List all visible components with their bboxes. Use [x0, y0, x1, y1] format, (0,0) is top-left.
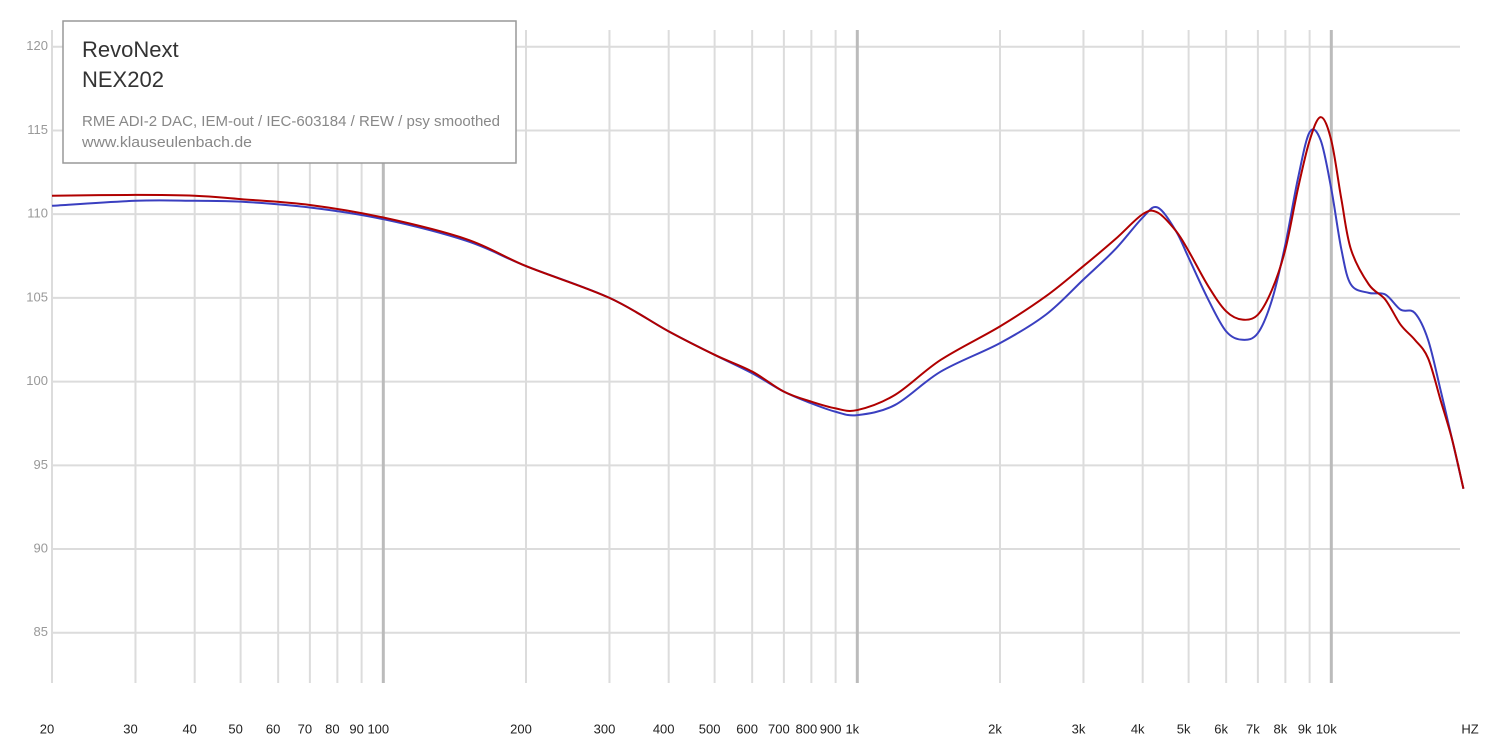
- x-tick-label: 90: [349, 721, 363, 736]
- x-tick-label: 40: [182, 721, 196, 736]
- x-tick-label: 50: [228, 721, 242, 736]
- x-tick-label: 700: [768, 721, 790, 736]
- lines: [51, 116, 1465, 489]
- x-tick-label: 100: [367, 721, 389, 736]
- fr-curve: [51, 116, 1465, 489]
- y-tick-label: 115: [27, 122, 48, 137]
- x-tick-label: 1k: [845, 721, 859, 736]
- y-tick-label: 85: [34, 624, 48, 639]
- subtitle: NEX202: [82, 67, 164, 92]
- x-tick-label: 3k: [1072, 721, 1086, 736]
- x-tick-label: 200: [510, 721, 532, 736]
- x-tick-label: 6k: [1214, 721, 1228, 736]
- y-tick-label: 120: [26, 38, 48, 53]
- y-tick-label: 100: [26, 373, 48, 388]
- x-tick-label: 900: [820, 721, 842, 736]
- x-tick-label: 20: [40, 721, 54, 736]
- y-tick-label: 90: [34, 540, 48, 555]
- x-tick-label: 500: [699, 721, 721, 736]
- legend-box: RevoNext NEX202 RME ADI-2 DAC, IEM-out /…: [62, 20, 517, 164]
- x-tick-label: 80: [325, 721, 339, 736]
- y-tick-label: 95: [34, 457, 48, 472]
- y-tick-label: 105: [26, 289, 48, 304]
- x-tick-label: 600: [736, 721, 758, 736]
- x-tick-label: 300: [594, 721, 616, 736]
- x-tick-label: 70: [298, 721, 312, 736]
- x-tick-label: 9k: [1298, 721, 1312, 736]
- legend-frame: [62, 20, 517, 164]
- x-axis-label: HZ: [1461, 721, 1478, 736]
- title: RevoNext: [82, 37, 179, 62]
- x-tick-label: 2k: [988, 721, 1002, 736]
- y-tick-label: 110: [27, 206, 48, 221]
- x-tick-label: 400: [653, 721, 675, 736]
- x-tick-label: 4k: [1131, 721, 1145, 736]
- annotation: www.klauseulenbach.de: [81, 134, 252, 151]
- x-tick-label: 30: [123, 721, 137, 736]
- x-tick-label: 8k: [1274, 721, 1288, 736]
- x-tick-label: 10k: [1316, 721, 1337, 736]
- x-tick-label: 7k: [1246, 721, 1260, 736]
- x-tick-label: 800: [796, 721, 818, 736]
- annotation: RME ADI-2 DAC, IEM-out / IEC-603184 / RE…: [82, 113, 500, 130]
- x-tick-label: 5k: [1177, 721, 1191, 736]
- fr-curve: [51, 128, 1465, 489]
- x-tick-label: 60: [266, 721, 280, 736]
